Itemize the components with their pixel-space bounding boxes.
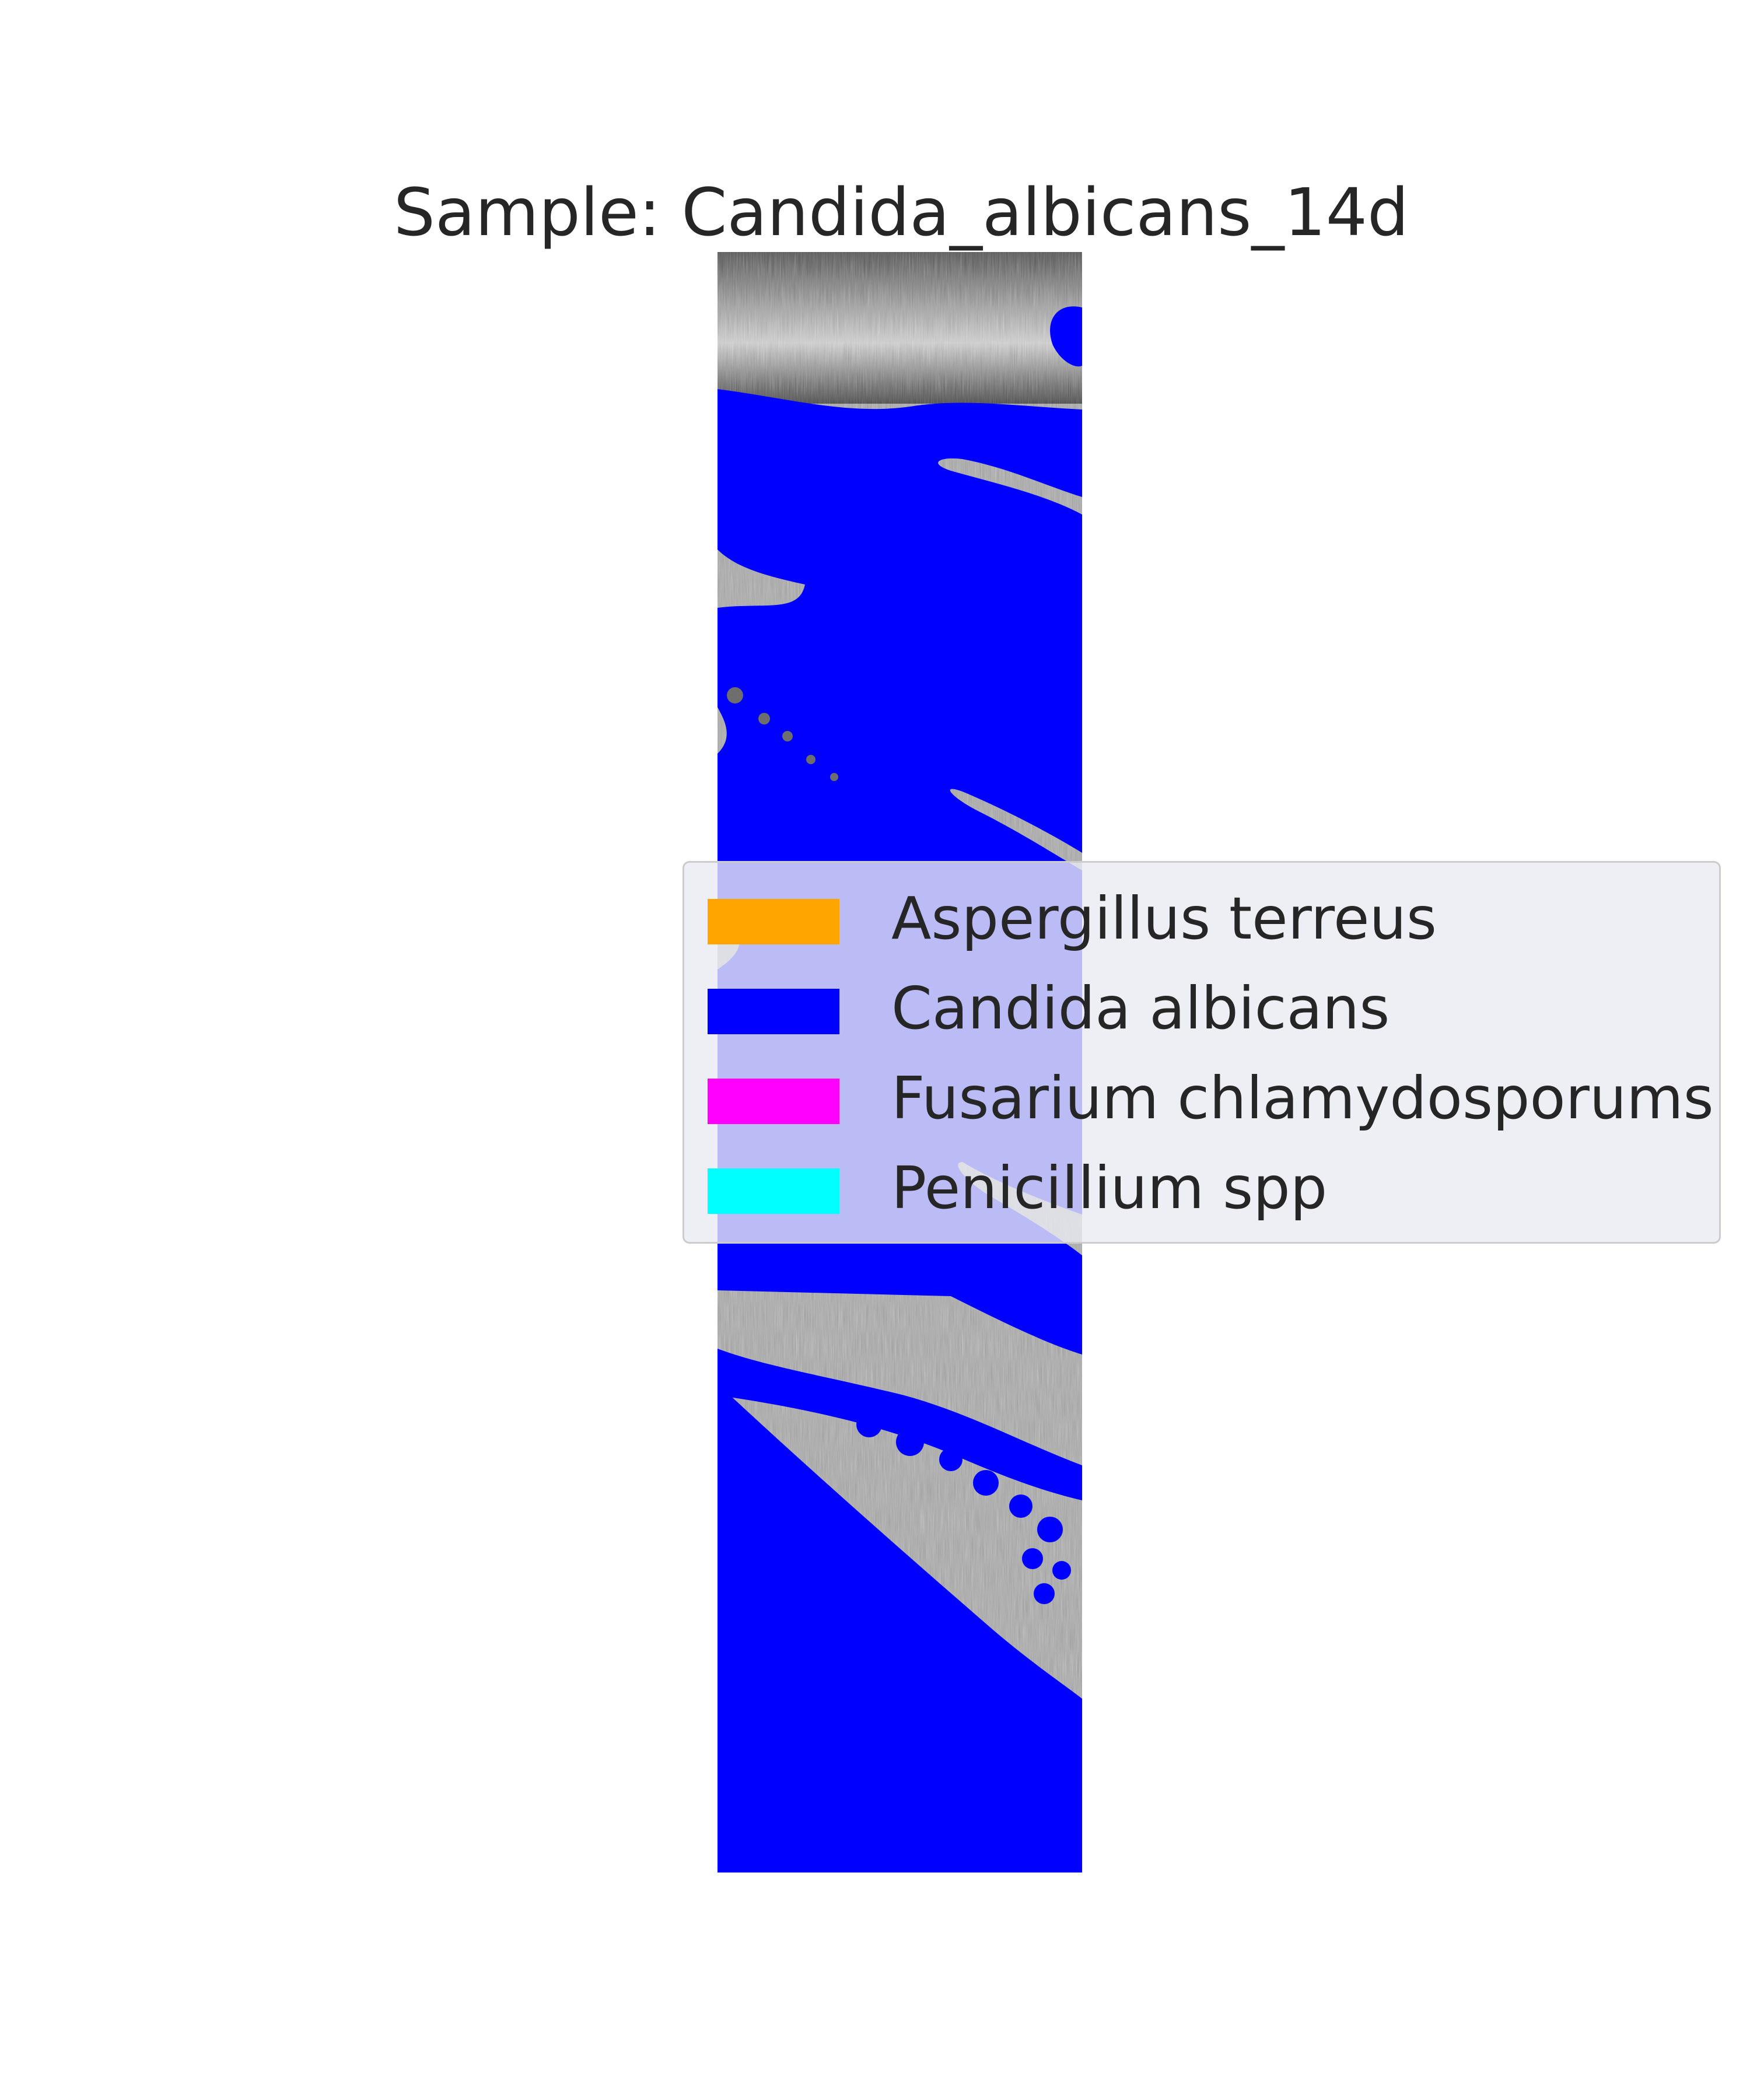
legend-label: Fusarium chlamydosporums — [891, 1064, 1714, 1132]
legend-swatch — [708, 989, 839, 1034]
legend-item-fusarium-chlamydosporums: Fusarium chlamydosporums — [708, 1063, 1714, 1133]
legend-item-penicillium-spp: Penicillium spp — [708, 1153, 1711, 1223]
legend-item-aspergillus-terreus: Aspergillus terreus — [708, 884, 1711, 954]
legend-swatch — [708, 1079, 839, 1124]
legend: Aspergillus terreus Candida albicans Fus… — [682, 861, 1721, 1244]
legend-label: Candida albicans — [891, 974, 1390, 1042]
legend-label: Aspergillus terreus — [891, 884, 1437, 953]
figure-title: Sample: Candida_albicans_14d — [393, 175, 1409, 251]
legend-label: Penicillium spp — [891, 1154, 1328, 1222]
legend-item-candida-albicans: Candida albicans — [708, 974, 1711, 1044]
legend-swatch — [708, 899, 839, 944]
legend-swatch — [708, 1168, 839, 1214]
